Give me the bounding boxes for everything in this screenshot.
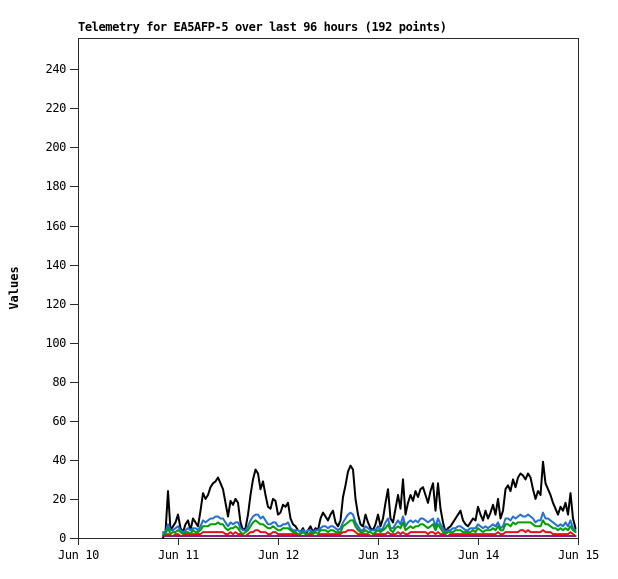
y-tick-label: 100 [45,335,67,350]
y-tick-label: 140 [45,257,67,272]
x-tick-label: Jun 14 [458,548,499,562]
series-channel-1-black [162,460,577,539]
y-axis-label: Values [7,266,21,310]
y-tick-label: 60 [52,413,66,428]
series-channel-2-blue [162,511,577,534]
y-tick-label: 120 [45,296,67,311]
plot-border [78,38,579,539]
y-tick-label: 20 [52,491,66,506]
y-tick-label: 240 [45,61,67,76]
x-tick-label: Jun 15 [558,548,599,562]
y-tick-label: 200 [45,139,67,154]
series-channel-3-green [162,519,577,536]
y-tick-label: 0 [59,530,66,545]
y-tick-label: 180 [45,178,67,193]
y-tick-label: 160 [45,218,67,233]
y-tick-label: 40 [52,452,66,467]
x-tick-label: Jun 13 [358,548,399,562]
x-tick-label: Jun 11 [158,548,199,562]
chart-title: Telemetry for EA5AFP-5 over last 96 hour… [78,20,447,34]
y-tick-label: 80 [52,374,66,389]
x-tick-label: Jun 12 [258,548,299,562]
x-tick-label: Jun 10 [58,548,99,562]
y-tick-label: 220 [45,100,67,115]
